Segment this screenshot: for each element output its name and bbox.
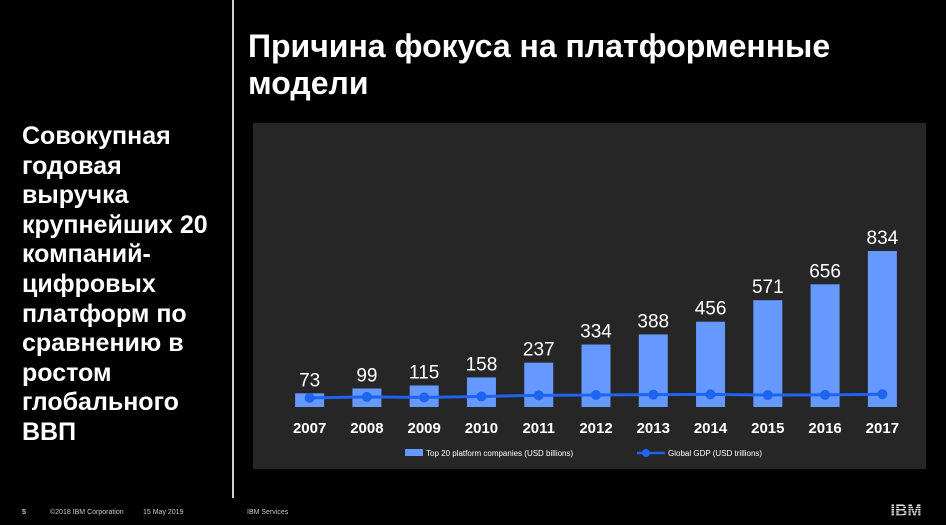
gdp-point-2010 [476, 391, 487, 402]
vertical-divider [232, 0, 234, 498]
gdp-point-2015 [762, 390, 773, 400]
gdp-point-2016 [820, 389, 831, 400]
bar-value-2016: 656 [809, 261, 841, 282]
legend-bar-label: Top 20 platform companies (USD billions) [426, 449, 574, 458]
bar-value-2014: 456 [695, 299, 727, 320]
gdp-point-2008 [361, 391, 372, 402]
bar-value-2015: 571 [752, 277, 784, 298]
copyright: ©2018 IBM Corporation [50, 509, 124, 516]
ibm-logo-text: IBM [890, 501, 921, 518]
bar-value-2007: 73 [299, 370, 320, 391]
gdp-point-2012 [591, 390, 601, 400]
x-tick-2008: 2008 [350, 420, 383, 437]
x-tick-2015: 2015 [751, 420, 784, 437]
bar-value-2017: 834 [867, 228, 899, 249]
page-number: 5 [22, 509, 26, 516]
gdp-point-2014 [705, 389, 716, 400]
footer-unit: IBM Services [247, 509, 289, 516]
bar-2016 [810, 284, 840, 407]
x-tick-2016: 2016 [808, 420, 841, 437]
gdp-point-2009 [419, 392, 430, 403]
gdp-point-2007 [304, 392, 315, 403]
bar-value-2013: 388 [637, 311, 669, 332]
x-tick-2011: 2011 [522, 420, 555, 437]
gdp-point-2013 [648, 389, 659, 400]
x-tick-2014: 2014 [694, 420, 728, 437]
gdp-point-2011 [533, 390, 544, 401]
bar-value-2009: 115 [409, 362, 439, 383]
bar-2015 [753, 300, 783, 407]
x-tick-2009: 2009 [407, 420, 440, 437]
x-tick-2010: 2010 [465, 420, 498, 437]
x-tick-2017: 2017 [866, 420, 899, 437]
ibm-logo: IBM [890, 501, 921, 518]
x-tick-2013: 2013 [637, 420, 670, 437]
bar-value-2011: 237 [523, 340, 555, 361]
gdp-point-2017 [877, 389, 888, 400]
slide-title: Причина фокуса на платформенные модели [248, 28, 831, 101]
bar-2011 [524, 362, 554, 407]
x-tick-2012: 2012 [579, 420, 612, 437]
chart-panel: 73 2007 99 2008 115 2009 158 2010 237 2011 334 2012… [253, 123, 926, 469]
legend-line-marker [642, 449, 650, 457]
bar-value-2008: 99 [356, 365, 377, 386]
bar-value-2010: 158 [466, 354, 498, 375]
x-tick-2007: 2007 [293, 420, 326, 437]
legend-bar-swatch [405, 449, 423, 456]
revenue-chart: 73 2007 99 2008 115 2009 158 2010 237 2011 334 2012… [293, 228, 899, 458]
footer-date: 15 May 2019 [143, 509, 184, 516]
bar-2017 [867, 251, 897, 407]
legend-line-label: Global GDP (USD trillions) [668, 449, 762, 458]
bar-value-2012: 334 [580, 322, 612, 343]
side-text: Совокупная годовая выручка крупнейших 20… [22, 122, 208, 446]
